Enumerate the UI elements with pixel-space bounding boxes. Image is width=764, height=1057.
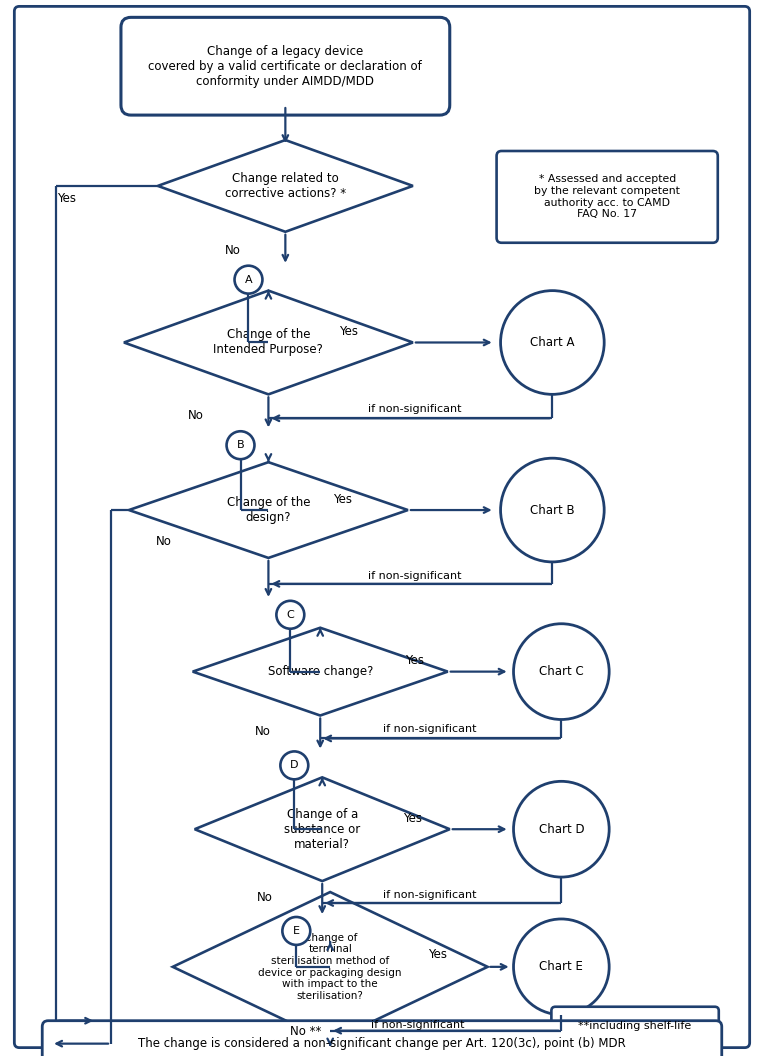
Text: if non-significant: if non-significant (371, 1020, 465, 1030)
Circle shape (227, 431, 254, 459)
Circle shape (500, 291, 604, 394)
Text: Change of a legacy device
covered by a valid certificate or declaration of
confo: Change of a legacy device covered by a v… (148, 44, 422, 88)
Circle shape (235, 265, 263, 294)
Text: D: D (290, 760, 299, 771)
Text: Yes: Yes (429, 948, 447, 962)
Polygon shape (195, 777, 450, 882)
Polygon shape (193, 628, 448, 716)
Text: Yes: Yes (403, 812, 422, 824)
Polygon shape (173, 892, 487, 1041)
Text: Chart D: Chart D (539, 822, 584, 836)
FancyBboxPatch shape (42, 1021, 722, 1057)
Circle shape (280, 752, 308, 779)
Circle shape (283, 917, 310, 945)
Text: No: No (254, 725, 270, 738)
Text: No: No (188, 409, 204, 422)
Text: if non-significant: if non-significant (383, 890, 477, 900)
Text: No: No (156, 536, 172, 549)
Text: No: No (225, 244, 241, 257)
Circle shape (513, 781, 609, 877)
Text: Chart C: Chart C (539, 665, 584, 679)
Text: Yes: Yes (332, 493, 351, 505)
Text: if non-significant: if non-significant (383, 724, 477, 735)
Circle shape (513, 919, 609, 1015)
Polygon shape (124, 291, 413, 394)
FancyBboxPatch shape (497, 151, 717, 243)
Circle shape (277, 600, 304, 629)
Text: No: No (257, 891, 273, 904)
Text: Chart A: Chart A (530, 336, 575, 349)
Text: if non-significant: if non-significant (368, 571, 461, 581)
Text: No **: No ** (290, 1025, 321, 1038)
Text: C: C (286, 610, 294, 619)
Text: Yes: Yes (338, 324, 358, 338)
Polygon shape (129, 462, 408, 558)
Circle shape (500, 458, 604, 562)
Text: Change related to
corrective actions? *: Change related to corrective actions? * (225, 172, 346, 200)
Text: * Assessed and accepted
by the relevant competent
authority acc. to CAMD
FAQ No.: * Assessed and accepted by the relevant … (534, 174, 680, 219)
Text: Yes: Yes (406, 654, 424, 667)
FancyBboxPatch shape (552, 1006, 719, 1044)
Text: if non-significant: if non-significant (368, 405, 461, 414)
Polygon shape (158, 140, 413, 231)
Text: B: B (237, 440, 244, 450)
FancyBboxPatch shape (121, 17, 450, 115)
Text: Change of a
substance or
material?: Change of a substance or material? (284, 808, 361, 851)
Text: A: A (244, 275, 252, 284)
Text: Yes: Yes (57, 192, 76, 205)
Text: **including shelf-life: **including shelf-life (578, 1021, 691, 1031)
Text: Change of the
Intended Purpose?: Change of the Intended Purpose? (213, 329, 323, 356)
Text: Chart B: Chart B (530, 503, 575, 517)
Text: The change is considered a non-significant change per Art. 120(3c), point (b) MD: The change is considered a non-significa… (138, 1037, 626, 1051)
Text: Change of
terminal
sterilisation method of
device or packaging design
with impac: Change of terminal sterilisation method … (258, 933, 402, 1001)
Text: Software change?: Software change? (267, 665, 373, 679)
Text: Change of the
design?: Change of the design? (227, 496, 310, 524)
Text: E: E (293, 926, 299, 935)
Text: Chart E: Chart E (539, 961, 583, 973)
Circle shape (513, 624, 609, 720)
